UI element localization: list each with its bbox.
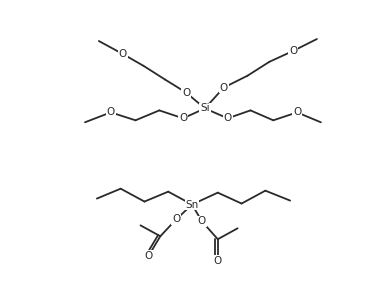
Text: O: O (118, 49, 127, 59)
Text: O: O (182, 87, 190, 98)
Text: O: O (144, 251, 152, 261)
Text: O: O (172, 214, 180, 224)
Text: O: O (293, 107, 301, 117)
Text: O: O (214, 256, 222, 266)
Text: O: O (198, 216, 206, 226)
Text: O: O (179, 113, 187, 123)
Text: Sn: Sn (185, 200, 199, 210)
Text: O: O (289, 46, 297, 56)
Text: O: O (223, 113, 232, 123)
Text: Si: Si (200, 103, 210, 113)
Text: O: O (220, 83, 228, 93)
Text: O: O (107, 107, 115, 117)
